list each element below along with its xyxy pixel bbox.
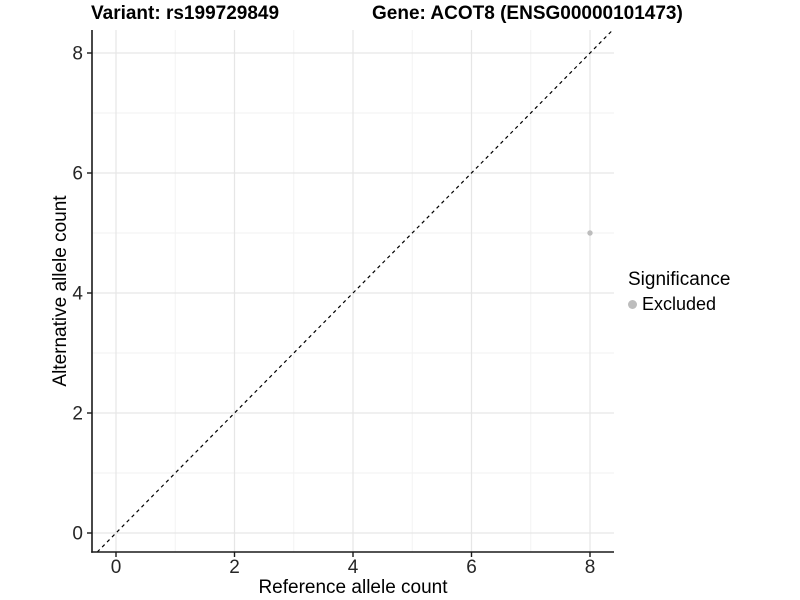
x-axis-title: Reference allele count [258, 577, 448, 598]
legend-item-label: Excluded [642, 294, 717, 314]
legend: Significance Excluded [628, 269, 730, 315]
identity-reference-line [96, 29, 614, 553]
y-tick-label: 6 [72, 164, 83, 185]
x-tick-label: 6 [466, 557, 477, 578]
plot-title-variant: Variant: rs199729849 [91, 3, 280, 24]
plot-title-gene: Gene: ACOT8 (ENSG00000101473) [372, 3, 683, 24]
data-point [587, 230, 593, 236]
y-tick-label: 2 [72, 404, 83, 425]
x-tick-label: 8 [585, 557, 596, 578]
legend-title: Significance [628, 269, 731, 290]
x-tick-label: 0 [111, 557, 122, 578]
x-tick-label: 4 [348, 557, 359, 578]
x-tick-label: 2 [229, 557, 240, 578]
legend-dot-icon [628, 300, 637, 309]
y-tick-label: 0 [72, 524, 83, 545]
legend-item-excluded: Excluded [628, 294, 730, 315]
y-tick-label: 8 [72, 44, 83, 65]
y-tick-label: 4 [72, 284, 83, 305]
y-axis-title: Alternative allele count [50, 195, 71, 387]
